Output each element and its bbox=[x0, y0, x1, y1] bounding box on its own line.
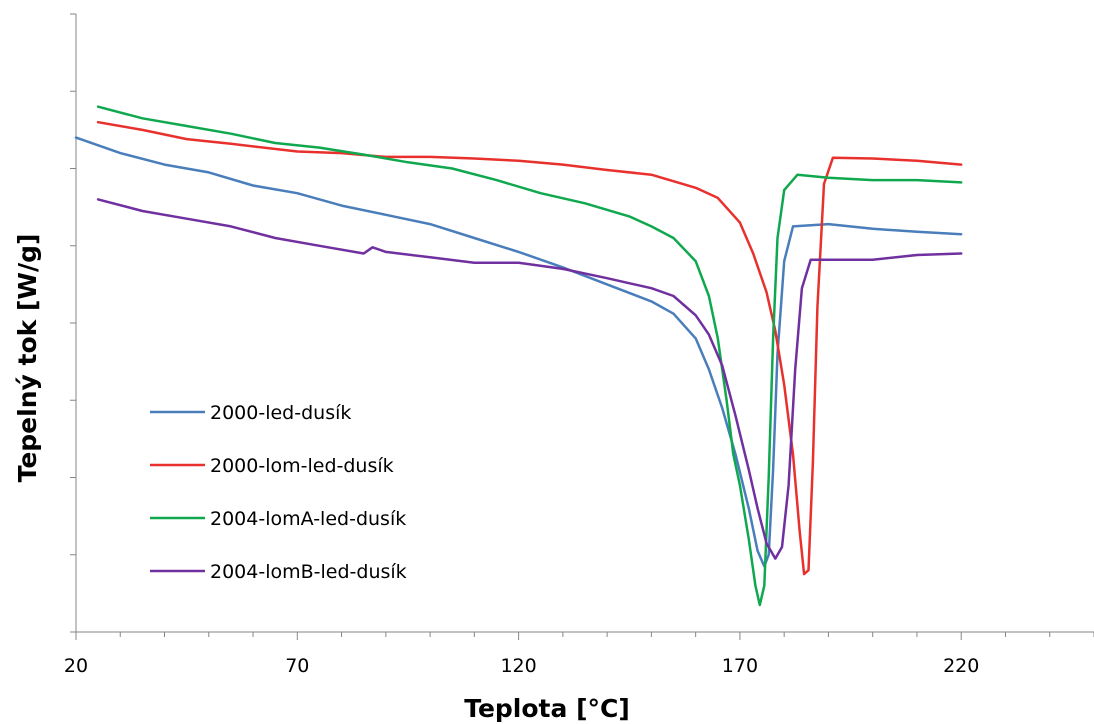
x-tick-label: 220 bbox=[943, 655, 979, 677]
series-layer bbox=[74, 105, 963, 607]
series-line bbox=[96, 105, 963, 607]
x-axis-title: Teplota [°C] bbox=[464, 694, 630, 723]
legend-label: 2000-led-dusík bbox=[210, 402, 351, 424]
legend-label: 2000-lom-led-dusík bbox=[210, 455, 394, 477]
x-tick-label: 70 bbox=[285, 655, 309, 677]
y-axis-title: Tepelný tok [W/g] bbox=[13, 234, 42, 483]
x-tick-label: 170 bbox=[722, 655, 758, 677]
x-tick-label: 120 bbox=[500, 655, 536, 677]
legend: 2000-led-dusík 2000-lom-led-dusík 2004-lom… bbox=[150, 402, 407, 583]
y-axis bbox=[70, 13, 77, 633]
legend-label: 2004-lomB-led-dusík bbox=[210, 561, 407, 583]
x-tick-label: 20 bbox=[64, 655, 88, 677]
series-line bbox=[96, 198, 963, 560]
x-axis: 20 70 120 170 220 bbox=[64, 631, 1094, 677]
series-line bbox=[74, 136, 963, 568]
series-line bbox=[96, 120, 963, 576]
legend-label: 2004-lomA-led-dusík bbox=[210, 508, 406, 530]
